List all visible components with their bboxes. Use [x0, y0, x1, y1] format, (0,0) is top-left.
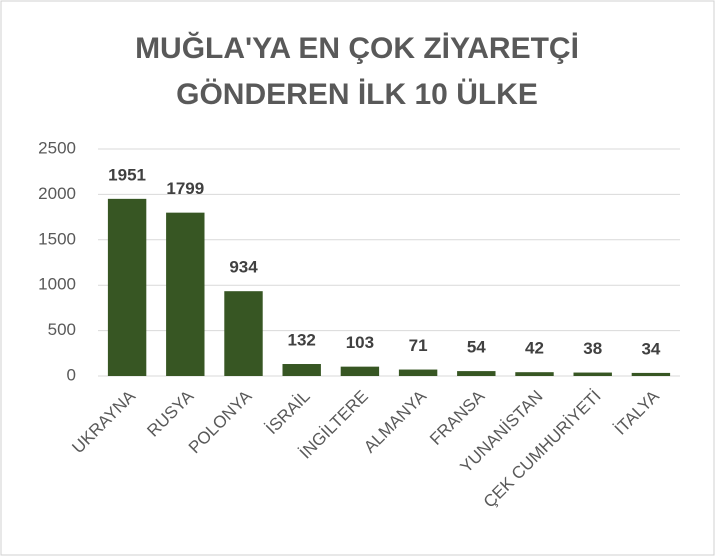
bar — [515, 372, 554, 376]
value-label: 71 — [409, 336, 428, 355]
value-label: 34 — [641, 339, 660, 358]
bar — [573, 372, 612, 376]
value-label: 54 — [467, 338, 486, 357]
value-label: 1951 — [108, 165, 146, 184]
value-label: 132 — [288, 330, 316, 349]
x-tick-label: ÇEK CUMHURİYETİ — [480, 387, 605, 512]
chart-title: MUĞLA'YA EN ÇOK ZİYARETÇİ GÖNDEREN İLK 1… — [135, 32, 579, 111]
x-tick-label: UKRAYNA — [68, 386, 139, 457]
value-label: 38 — [583, 339, 602, 358]
x-tick-label: İSRAİL — [262, 387, 314, 439]
y-tick-label: 500 — [48, 320, 76, 339]
x-tick-label: RUSYA — [143, 386, 197, 440]
y-tick-label: 0 — [67, 365, 76, 384]
bar — [398, 369, 438, 376]
y-tick-label: 1500 — [38, 229, 76, 248]
bar — [282, 364, 321, 376]
x-tick-label: ALMANYA — [360, 386, 430, 456]
x-tick-label: İTALYA — [611, 386, 664, 439]
value-label: 934 — [229, 258, 258, 277]
bar — [631, 372, 671, 376]
value-label: 103 — [346, 333, 374, 352]
x-tick-label: POLONYA — [185, 386, 256, 457]
bar — [107, 198, 147, 376]
bar — [340, 366, 380, 376]
y-tick-label: 1000 — [38, 275, 76, 294]
value-label: 42 — [525, 339, 544, 358]
y-tick-label: 2500 — [38, 138, 76, 157]
bar — [224, 291, 263, 376]
value-label: 1799 — [166, 179, 204, 198]
y-tick-label: 2000 — [38, 184, 76, 203]
bar — [166, 212, 205, 376]
bar — [457, 371, 496, 376]
